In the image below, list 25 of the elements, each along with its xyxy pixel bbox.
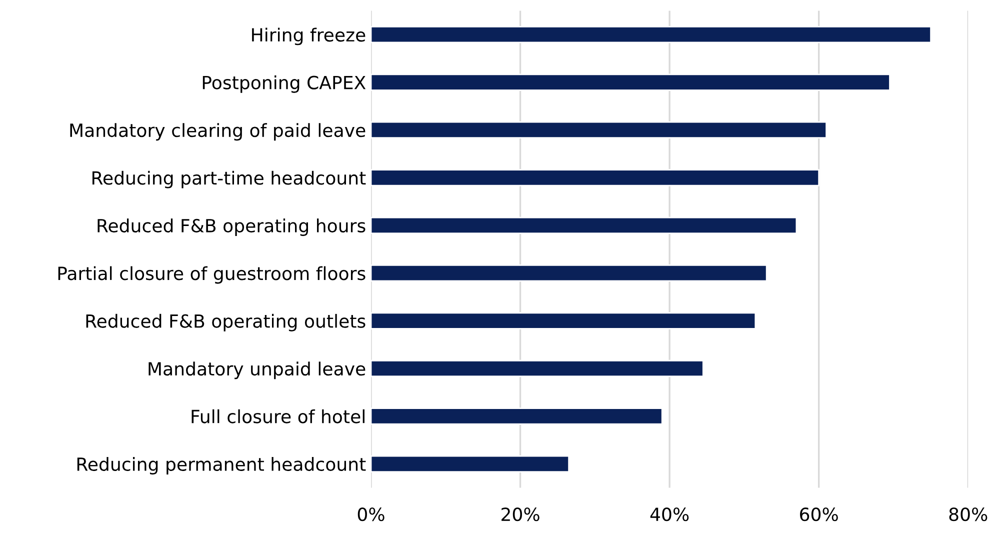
- bar: [371, 312, 756, 330]
- y-tick-label: Postponing CAPEX: [202, 75, 366, 93]
- bar: [371, 26, 932, 44]
- x-tick-label: 40%: [650, 508, 689, 522]
- x-tick-label: 0%: [358, 508, 384, 522]
- y-tick-label: Mandatory unpaid leave: [148, 362, 366, 380]
- bar: [371, 455, 570, 472]
- bar: [371, 74, 890, 91]
- x-tick-label: 60%: [800, 508, 838, 522]
- y-tick-label: Hiring freeze: [252, 28, 366, 46]
- bar: [371, 169, 820, 186]
- y-tick-label: Reducing permanent headcount: [77, 457, 366, 475]
- y-tick-label: Reducing part-time headcount: [92, 170, 366, 188]
- bar: [371, 216, 798, 234]
- y-tick-label: Partial closure of guestroom floors: [58, 266, 366, 284]
- x-tick-label: 20%: [502, 508, 540, 522]
- y-tick-label: Reduced F&B operating outlets: [86, 314, 366, 332]
- bar: [371, 121, 827, 139]
- x-tick-label: 80%: [949, 508, 988, 522]
- y-tick-label: Mandatory clearing of paid leave: [70, 123, 366, 141]
- y-tick-label: Reduced F&B operating hours: [98, 218, 366, 236]
- y-tick-label: Full closure of hotel: [192, 409, 364, 424]
- bar: [371, 264, 768, 282]
- bar: [371, 360, 704, 378]
- bar: [371, 408, 663, 425]
